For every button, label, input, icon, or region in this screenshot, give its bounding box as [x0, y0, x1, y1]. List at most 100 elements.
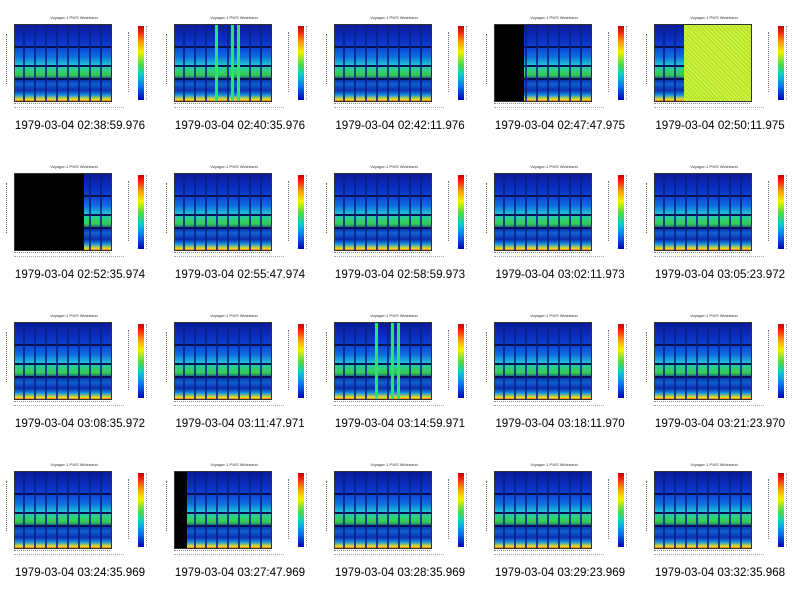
- colorbar-ticks: [306, 175, 313, 249]
- spectrogram-thumbnail[interactable]: Voyager-1 PWS Wideband: [164, 312, 316, 412]
- gallery-item[interactable]: Voyager-1 PWS Wideband 1979-03-04 03:24:3…: [0, 447, 160, 596]
- x-axis-labels: [334, 256, 444, 263]
- thumbnail-caption[interactable]: 1979-03-04 03:02:11.973: [495, 268, 625, 281]
- spectrogram-plot: [334, 322, 432, 400]
- gallery-item[interactable]: Voyager-1 PWS Wideband 1979-03-04 02:40:3…: [160, 0, 320, 149]
- colorbar: [618, 26, 624, 100]
- gallery-item[interactable]: Voyager-1 PWS Wideband 1979-03-04 03:21:2…: [640, 298, 800, 447]
- colorbar-label: [448, 181, 453, 241]
- spectrogram-plot: [654, 471, 752, 549]
- colorbar: [458, 473, 464, 547]
- colorbar-ticks: [626, 26, 633, 100]
- y-axis-label: [486, 183, 491, 233]
- thumbnail-caption[interactable]: 1979-03-04 02:47:47.975: [494, 119, 626, 132]
- spectrogram-thumbnail[interactable]: Voyager-1 PWS Wideband: [324, 163, 476, 263]
- x-axis-labels: [174, 554, 284, 561]
- y-axis-label: [326, 332, 331, 382]
- gallery-item[interactable]: Voyager-1 PWS Wideband 1979-03-04 03:11:4…: [160, 298, 320, 447]
- spectrogram-thumbnail[interactable]: Voyager-1 PWS Wideband: [484, 312, 636, 412]
- x-axis-ticks: [654, 103, 750, 107]
- spectrogram-thumbnail[interactable]: Voyager-1 PWS Wideband: [324, 461, 476, 561]
- plot-title: Voyager-1 PWS Wideband: [370, 15, 418, 20]
- spectrogram-thumbnail[interactable]: Voyager-1 PWS Wideband: [644, 14, 796, 114]
- gallery-item[interactable]: Voyager-1 PWS Wideband 1979-03-04 02:58:5…: [320, 149, 480, 298]
- spectrogram-thumbnail[interactable]: Voyager-1 PWS Wideband: [484, 163, 636, 263]
- thumbnail-caption[interactable]: 1979-03-04 03:29:23.969: [494, 566, 626, 579]
- thumbnail-caption[interactable]: 1979-03-04 02:42:11.976: [335, 119, 465, 132]
- gallery-item[interactable]: Voyager-1 PWS Wideband 1979-03-04 02:50:1…: [640, 0, 800, 149]
- spectrogram-thumbnail[interactable]: Voyager-1 PWS Wideband: [644, 312, 796, 412]
- gallery-item[interactable]: Voyager-1 PWS Wideband 1979-03-04 02:42:1…: [320, 0, 480, 149]
- spectrogram-thumbnail[interactable]: Voyager-1 PWS Wideband: [4, 312, 156, 412]
- thumbnail-caption[interactable]: 1979-03-04 03:24:35.969: [14, 566, 146, 579]
- spectrogram-thumbnail[interactable]: Voyager-1 PWS Wideband: [164, 461, 316, 561]
- x-axis-labels: [334, 554, 444, 561]
- spectrogram-thumbnail[interactable]: Voyager-1 PWS Wideband: [164, 14, 316, 114]
- gallery-item[interactable]: Voyager-1 PWS Wideband 1979-03-04 03:27:4…: [160, 447, 320, 596]
- x-axis-labels: [494, 405, 604, 412]
- gallery-item[interactable]: Voyager-1 PWS Wideband 1979-03-04 03:32:3…: [640, 447, 800, 596]
- spectrogram-thumbnail[interactable]: Voyager-1 PWS Wideband: [644, 461, 796, 561]
- gallery-item[interactable]: Voyager-1 PWS Wideband 1979-03-04 02:47:4…: [480, 0, 640, 149]
- gallery-item[interactable]: Voyager-1 PWS Wideband 1979-03-04 03:08:3…: [0, 298, 160, 447]
- thumbnail-caption[interactable]: 1979-03-04 03:28:35.969: [334, 566, 466, 579]
- thumbnail-caption[interactable]: 1979-03-04 03:14:59.971: [334, 417, 466, 430]
- gallery-item[interactable]: Voyager-1 PWS Wideband 1979-03-04 03:18:1…: [480, 298, 640, 447]
- gallery-item[interactable]: Voyager-1 PWS Wideband 1979-03-04 02:55:4…: [160, 149, 320, 298]
- thumbnail-caption[interactable]: 1979-03-04 02:40:35.976: [174, 119, 306, 132]
- spectrogram-thumbnail[interactable]: Voyager-1 PWS Wideband: [484, 14, 636, 114]
- thumbnail-caption[interactable]: 1979-03-04 03:05:23.972: [654, 268, 786, 281]
- gallery-item[interactable]: Voyager-1 PWS Wideband 1979-03-04 03:02:1…: [480, 149, 640, 298]
- gallery-item[interactable]: Voyager-1 PWS Wideband 1979-03-04 03:14:5…: [320, 298, 480, 447]
- thumbnail-caption[interactable]: 1979-03-04 03:11:47.971: [175, 417, 305, 430]
- colorbar-ticks: [626, 324, 633, 398]
- gallery-item[interactable]: Voyager-1 PWS Wideband 1979-03-04 03:28:3…: [320, 447, 480, 596]
- x-axis-labels: [14, 107, 124, 114]
- thumbnail-caption[interactable]: 1979-03-04 03:08:35.972: [14, 417, 146, 430]
- colorbar: [298, 324, 304, 398]
- x-axis-labels: [14, 405, 124, 412]
- colorbar: [138, 473, 144, 547]
- spectrogram-plot: [174, 24, 272, 102]
- gallery-item[interactable]: Voyager-1 PWS Wideband 1979-03-04 02:38:5…: [0, 0, 160, 149]
- gallery-item[interactable]: Voyager-1 PWS Wideband 1979-03-04 03:05:2…: [640, 149, 800, 298]
- thumbnail-caption[interactable]: 1979-03-04 02:38:59.976: [14, 119, 146, 132]
- thumbnail-caption[interactable]: 1979-03-04 03:27:47.969: [174, 566, 306, 579]
- thumbnail-caption[interactable]: 1979-03-04 02:50:11.975: [655, 119, 785, 132]
- x-axis-labels: [334, 405, 444, 412]
- colorbar-ticks: [626, 175, 633, 249]
- thumbnail-caption[interactable]: 1979-03-04 03:21:23.970: [654, 417, 786, 430]
- colorbar-label: [128, 181, 133, 241]
- plot-title: Voyager-1 PWS Wideband: [50, 462, 98, 467]
- plot-title: Voyager-1 PWS Wideband: [50, 15, 98, 20]
- spectrogram-plot: [654, 173, 752, 251]
- spectrogram-thumbnail[interactable]: Voyager-1 PWS Wideband: [324, 14, 476, 114]
- colorbar-label: [768, 479, 773, 539]
- thumbnail-caption[interactable]: 1979-03-04 03:18:11.970: [495, 417, 625, 430]
- spectrogram-plot: [654, 322, 752, 400]
- colorbar-label: [448, 479, 453, 539]
- spectrogram-thumbnail[interactable]: Voyager-1 PWS Wideband: [324, 312, 476, 412]
- plot-title: Voyager-1 PWS Wideband: [690, 462, 738, 467]
- thumbnail-caption[interactable]: 1979-03-04 02:58:59.973: [334, 268, 466, 281]
- gallery-item[interactable]: Voyager-1 PWS Wideband 1979-03-04 03:29:2…: [480, 447, 640, 596]
- colorbar-ticks: [466, 473, 473, 547]
- gallery-item[interactable]: Voyager-1 PWS Wideband 1979-03-04 02:52:3…: [0, 149, 160, 298]
- colorbar-ticks: [306, 26, 313, 100]
- colorbar-label: [288, 181, 293, 241]
- spectrogram-thumbnail[interactable]: Voyager-1 PWS Wideband: [644, 163, 796, 263]
- colorbar-ticks: [786, 26, 793, 100]
- spectrogram-thumbnail[interactable]: Voyager-1 PWS Wideband: [4, 461, 156, 561]
- thumbnail-caption[interactable]: 1979-03-04 03:32:35.968: [654, 566, 786, 579]
- thumbnail-caption[interactable]: 1979-03-04 02:55:47.974: [174, 268, 306, 281]
- spectrogram-thumbnail[interactable]: Voyager-1 PWS Wideband: [164, 163, 316, 263]
- plot-title: Voyager-1 PWS Wideband: [370, 462, 418, 467]
- y-axis-label: [646, 481, 651, 531]
- y-axis-label: [646, 34, 651, 84]
- spectrogram-thumbnail[interactable]: Voyager-1 PWS Wideband: [4, 163, 156, 263]
- spectrogram-thumbnail[interactable]: Voyager-1 PWS Wideband: [484, 461, 636, 561]
- colorbar-label: [608, 479, 613, 539]
- thumbnail-caption[interactable]: 1979-03-04 02:52:35.974: [14, 268, 146, 281]
- spectrogram-thumbnail[interactable]: Voyager-1 PWS Wideband: [4, 14, 156, 114]
